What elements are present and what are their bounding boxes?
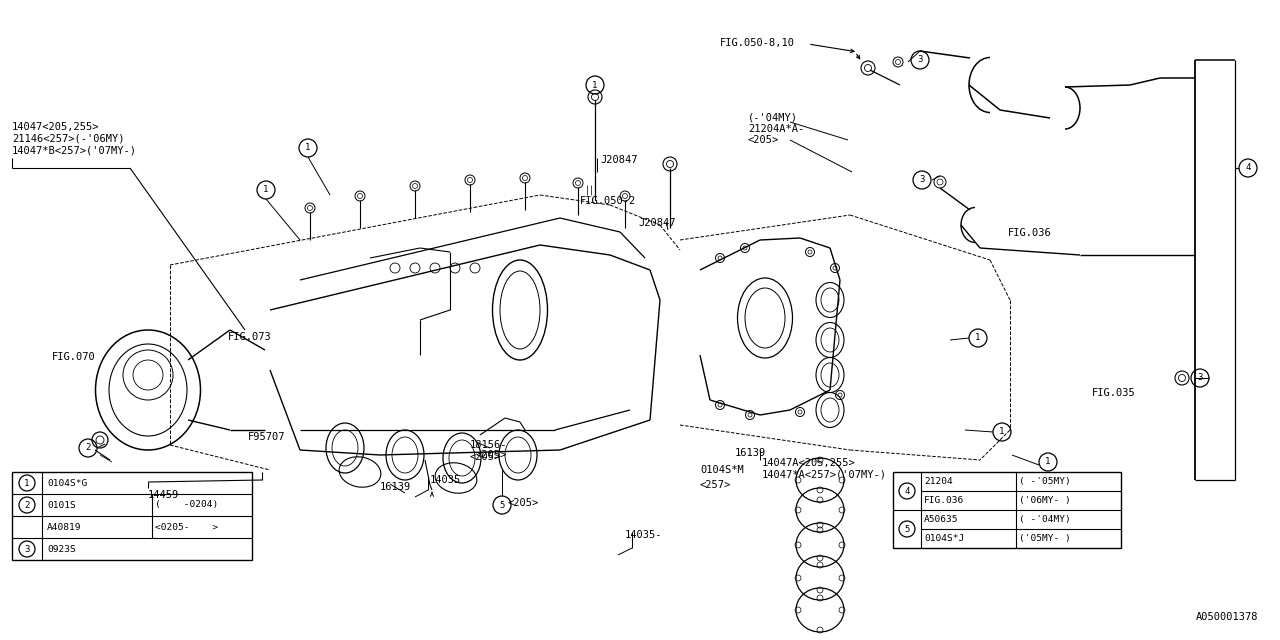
Text: 14047<205,255>
21146<257>(-'06MY)
14047*B<257>('07MY-): 14047<205,255> 21146<257>(-'06MY) 14047*… bbox=[12, 122, 137, 155]
Text: 21204: 21204 bbox=[924, 477, 952, 486]
Text: 4: 4 bbox=[904, 486, 910, 495]
Text: 0104S*J: 0104S*J bbox=[924, 534, 964, 543]
Text: 0923S: 0923S bbox=[47, 545, 76, 554]
Text: <257>: <257> bbox=[700, 480, 731, 490]
Text: 5: 5 bbox=[499, 500, 504, 509]
Text: (    -0204): ( -0204) bbox=[155, 500, 219, 509]
Text: A050001378: A050001378 bbox=[1196, 612, 1258, 622]
Text: 18156-
<205>: 18156- <205> bbox=[470, 440, 507, 461]
Text: 5: 5 bbox=[904, 525, 910, 534]
Text: 14047A<205,255>
14047*A<257>('07MY-): 14047A<205,255> 14047*A<257>('07MY-) bbox=[762, 458, 887, 479]
Text: 3: 3 bbox=[24, 545, 29, 554]
Text: 1: 1 bbox=[1000, 428, 1005, 436]
Text: J20847: J20847 bbox=[600, 155, 637, 165]
Text: (-'04MY)
21204A*A-
<205>: (-'04MY) 21204A*A- <205> bbox=[748, 112, 804, 145]
Text: <0205-    >: <0205- > bbox=[155, 522, 219, 531]
Text: 3: 3 bbox=[918, 56, 923, 65]
Bar bbox=[893, 472, 1121, 548]
Text: A40819: A40819 bbox=[47, 522, 82, 531]
Text: FIG.036: FIG.036 bbox=[1009, 228, 1052, 238]
Text: 0104S*M: 0104S*M bbox=[700, 465, 744, 475]
Text: 14459: 14459 bbox=[148, 490, 179, 500]
Text: FIG.035: FIG.035 bbox=[1092, 388, 1135, 398]
Text: 2: 2 bbox=[24, 500, 29, 509]
Text: 3: 3 bbox=[919, 175, 924, 184]
Text: 2: 2 bbox=[86, 444, 91, 452]
Text: ( -'05MY): ( -'05MY) bbox=[1019, 477, 1071, 486]
Text: 1: 1 bbox=[306, 143, 311, 152]
Text: 1: 1 bbox=[1046, 458, 1051, 467]
Text: ('05MY- ): ('05MY- ) bbox=[1019, 534, 1071, 543]
Text: <205>: <205> bbox=[508, 498, 539, 508]
Text: FIG.073: FIG.073 bbox=[228, 332, 271, 342]
Text: 14035: 14035 bbox=[430, 475, 461, 485]
Text: 1: 1 bbox=[264, 186, 269, 195]
Text: A50635: A50635 bbox=[924, 515, 959, 524]
Text: 0101S: 0101S bbox=[47, 500, 76, 509]
Text: FIG.036: FIG.036 bbox=[924, 496, 964, 505]
Text: 1: 1 bbox=[24, 479, 29, 488]
Text: FIG.050-8,10: FIG.050-8,10 bbox=[719, 38, 795, 48]
Text: 14035-: 14035- bbox=[625, 530, 663, 540]
Text: 1: 1 bbox=[975, 333, 980, 342]
Text: 1: 1 bbox=[593, 81, 598, 90]
Text: ( -'04MY): ( -'04MY) bbox=[1019, 515, 1071, 524]
Text: <205>: <205> bbox=[475, 450, 507, 460]
Text: 0104S*G: 0104S*G bbox=[47, 479, 87, 488]
Text: 16139: 16139 bbox=[735, 448, 767, 458]
Text: 3: 3 bbox=[1197, 374, 1203, 383]
Text: F95707: F95707 bbox=[248, 432, 285, 442]
Text: ('06MY- ): ('06MY- ) bbox=[1019, 496, 1071, 505]
Text: FIG.050-2: FIG.050-2 bbox=[580, 196, 636, 206]
Text: FIG.070: FIG.070 bbox=[52, 352, 96, 362]
Text: 16139: 16139 bbox=[380, 482, 411, 492]
Text: J20847: J20847 bbox=[637, 218, 676, 228]
Text: 4: 4 bbox=[1245, 163, 1251, 173]
Bar bbox=[12, 472, 252, 560]
